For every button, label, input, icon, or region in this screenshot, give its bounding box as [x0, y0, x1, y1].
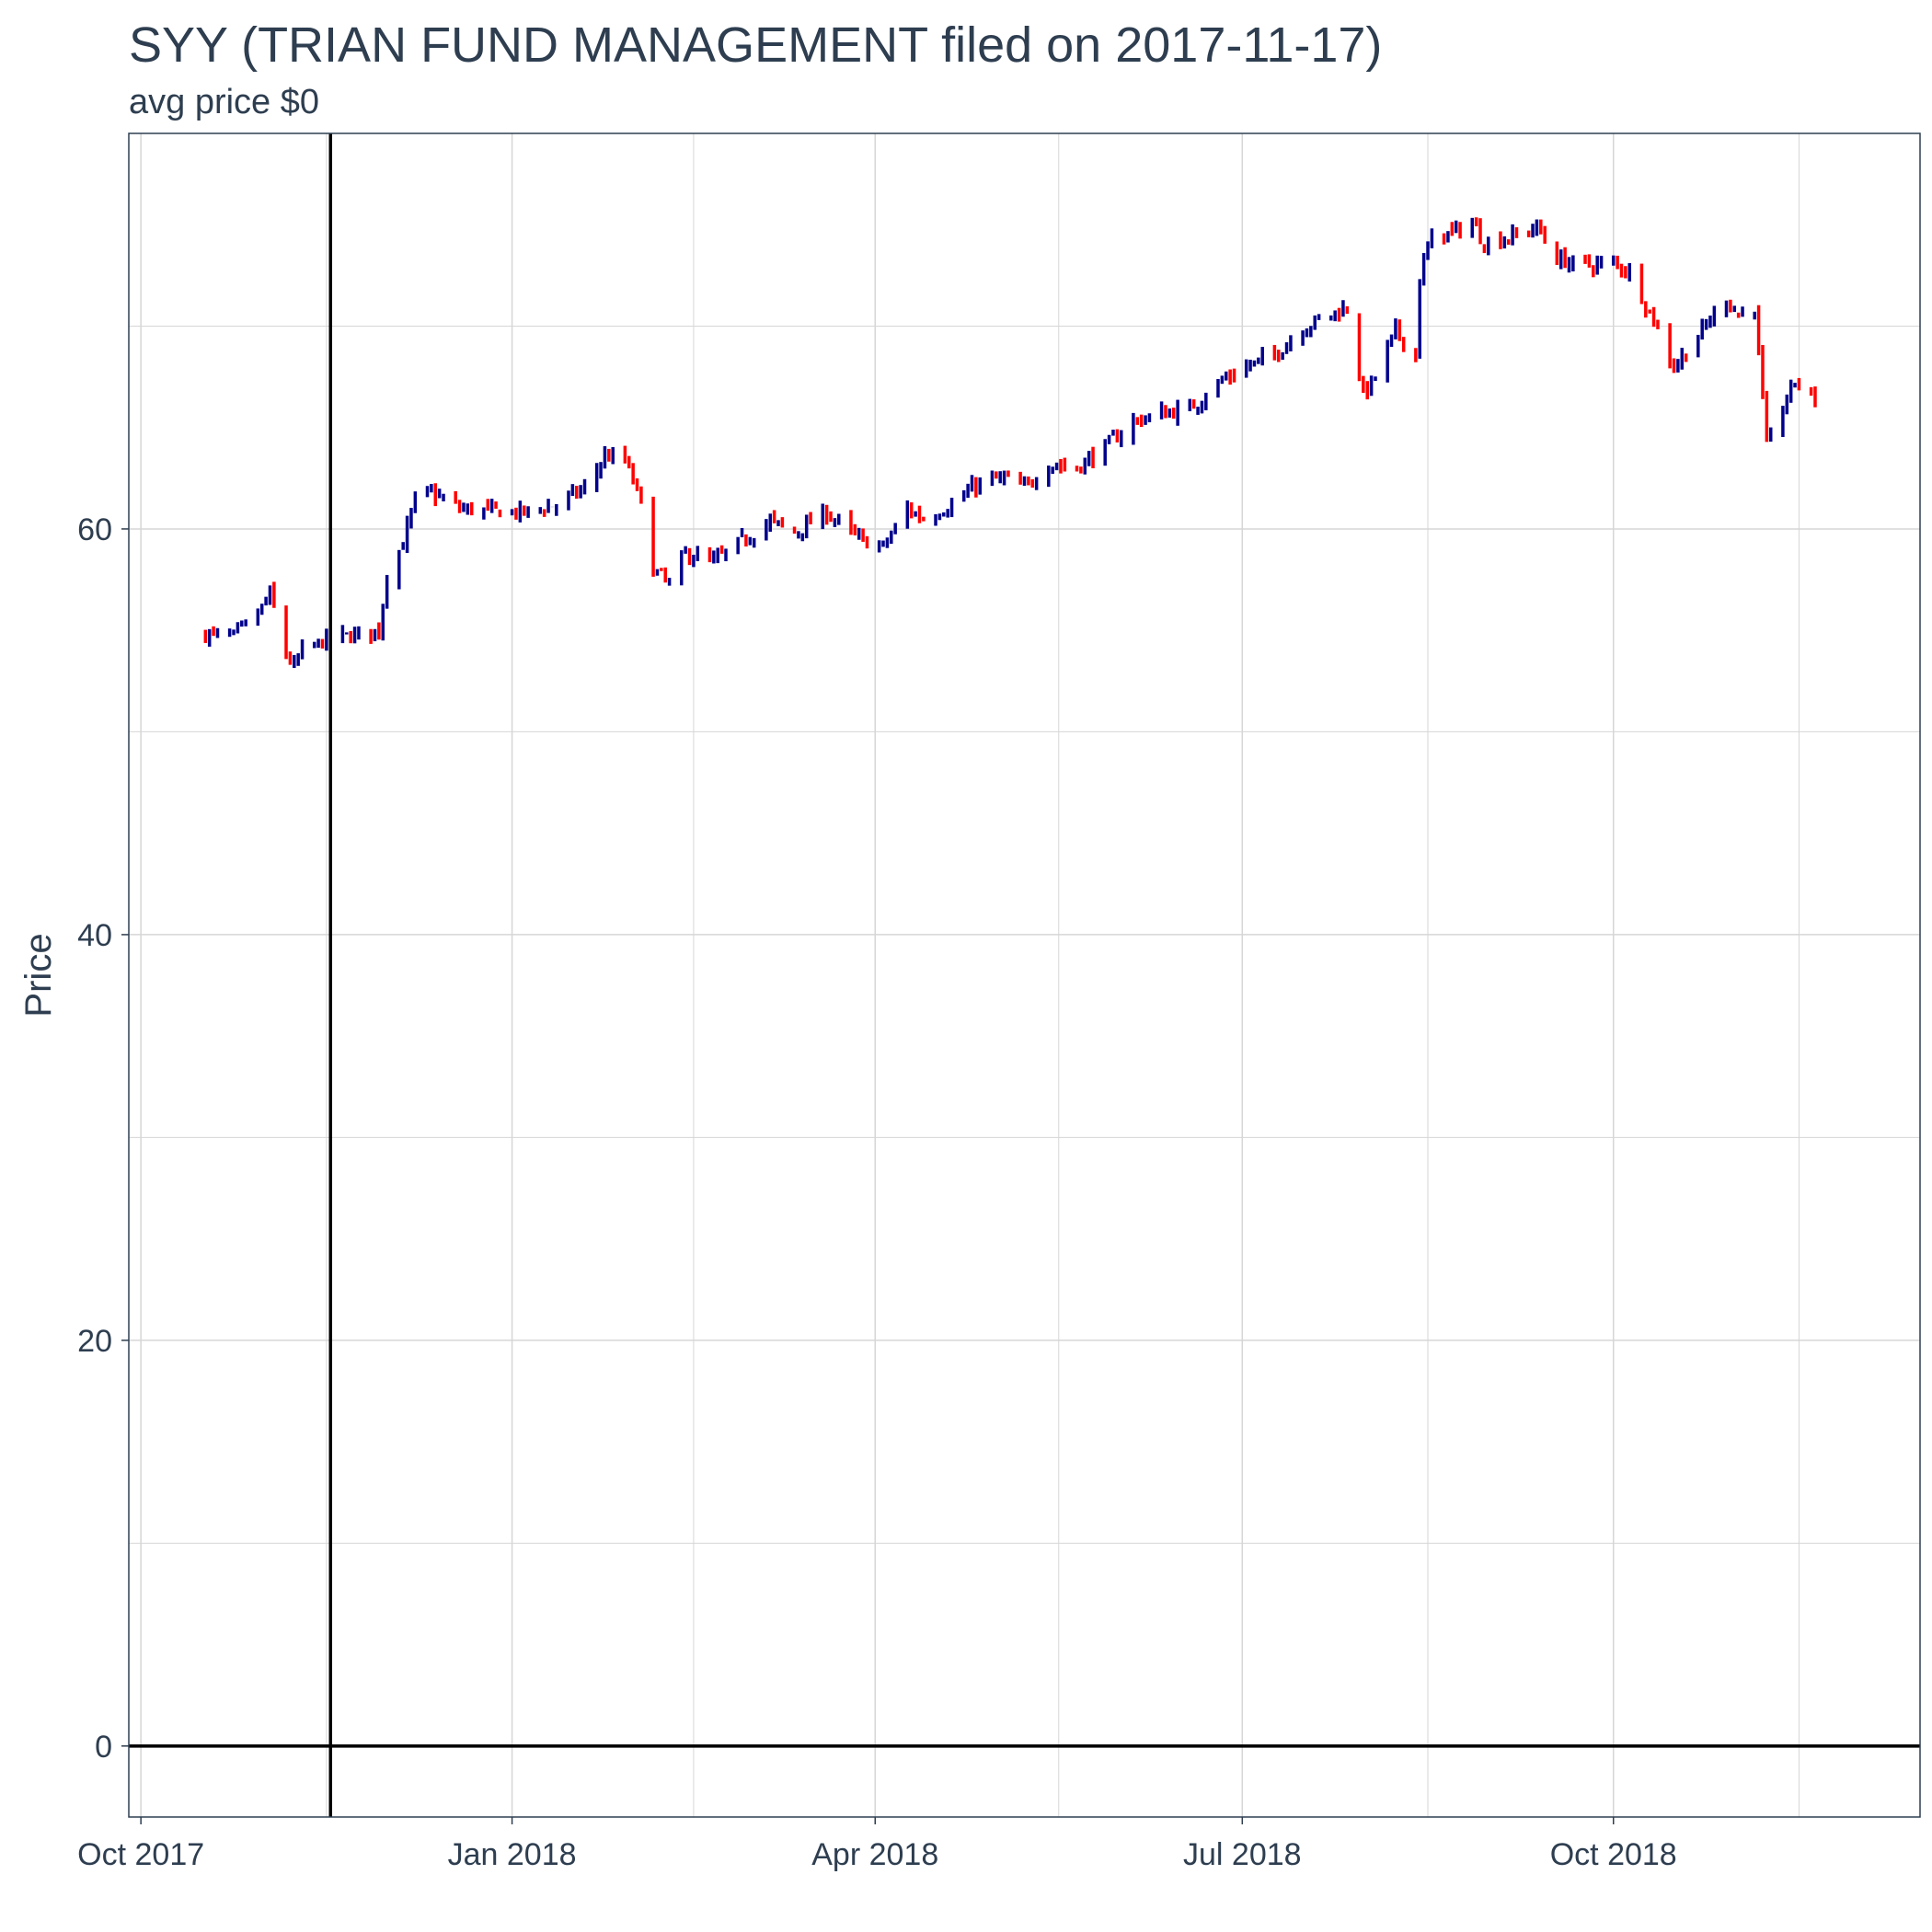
- plot-panel-border: [128, 132, 1921, 1818]
- y-tick-label: 60: [77, 512, 112, 547]
- x-tick-label: Jul 2018: [1183, 1837, 1302, 1872]
- y-tick-label: 40: [77, 918, 112, 953]
- chart-subtitle: avg price $0: [129, 83, 320, 121]
- grid-layer: [129, 133, 1920, 1817]
- price-bars-layer: [203, 217, 1817, 669]
- axis-layer: 0 20 40 60 Oct 2017 Jan 2018 Apr 2018 Jul 2018 O…: [77, 512, 1677, 1872]
- x-tick-label: Jan 2018: [448, 1837, 577, 1872]
- y-tick-label: 0: [95, 1730, 112, 1765]
- y-axis-title: Price: [18, 933, 59, 1017]
- reference-lines-layer: [129, 133, 1920, 1817]
- x-tick-label: Oct 2017: [77, 1837, 204, 1872]
- x-tick-label: Oct 2018: [1550, 1837, 1677, 1872]
- y-tick-label: 20: [77, 1324, 112, 1359]
- chart-title: SYY (TRIAN FUND MANAGEMENT filed on 2017…: [129, 17, 1383, 73]
- x-tick-label: Apr 2018: [811, 1837, 938, 1872]
